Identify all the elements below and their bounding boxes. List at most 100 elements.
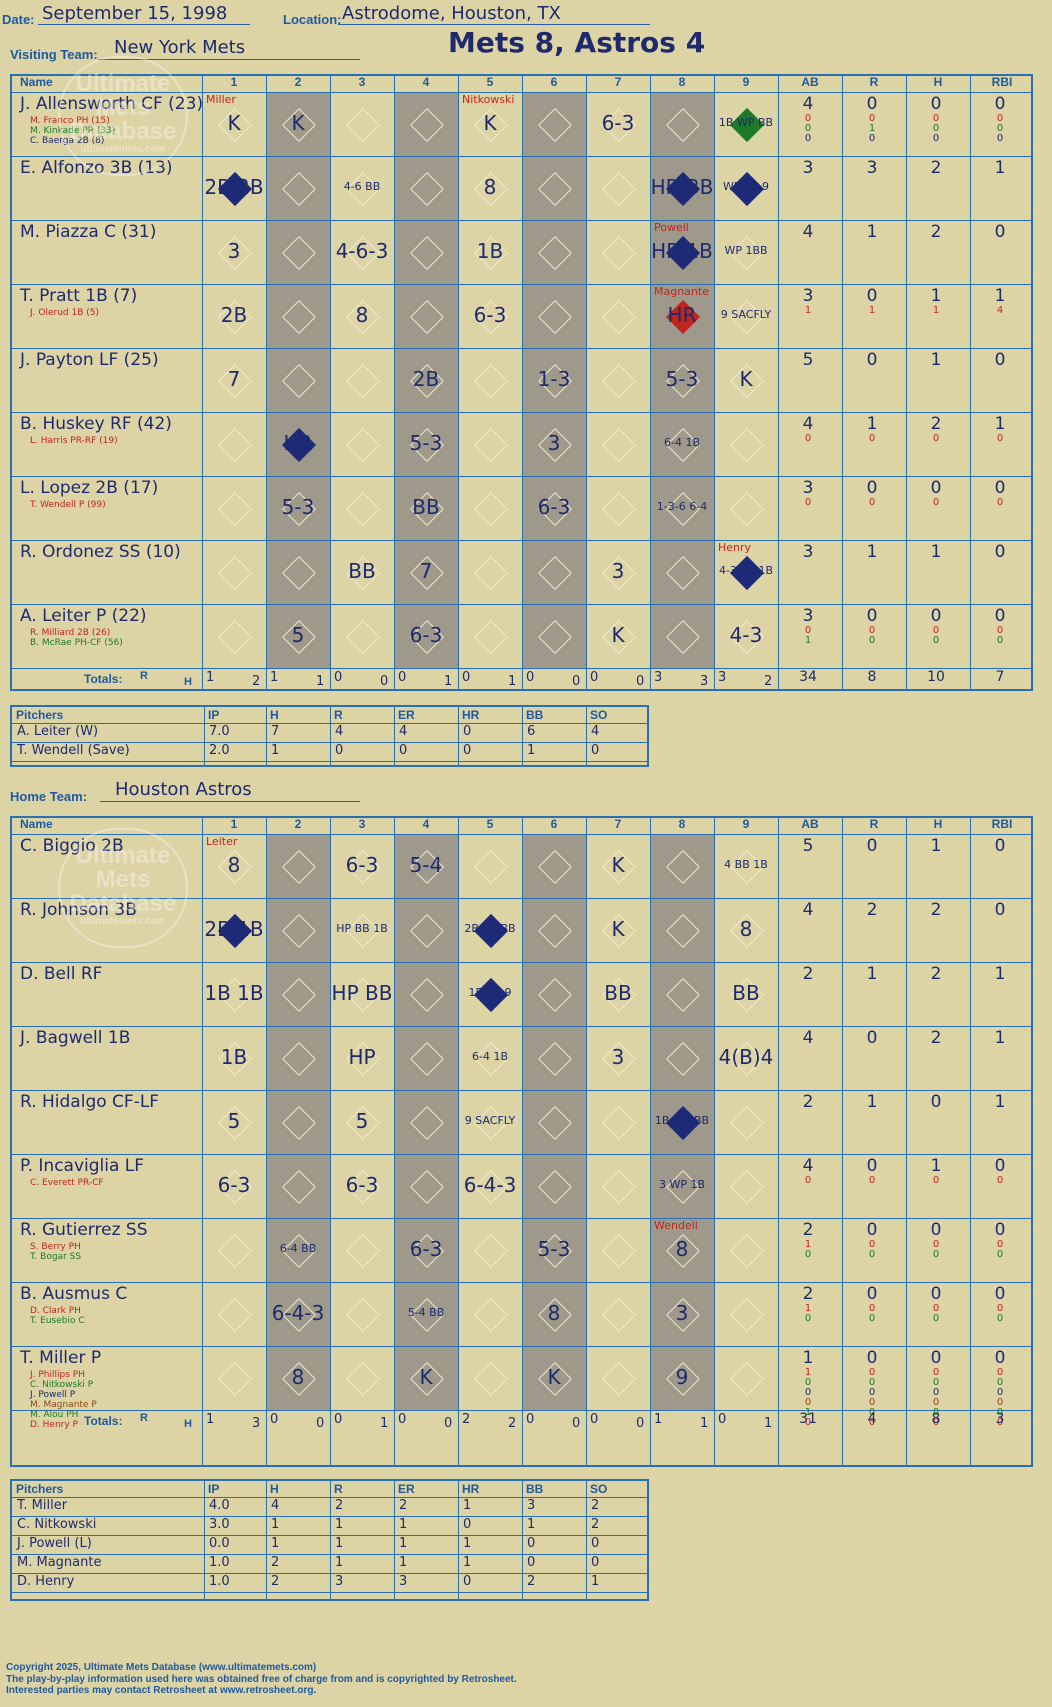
inning-runs-total: 0: [590, 670, 599, 685]
stat-header-h: H: [933, 75, 943, 89]
batting-stat-rbi: 1: [994, 158, 1006, 178]
pitcher-header-h: H: [270, 708, 279, 722]
inning-shade: [522, 92, 586, 668]
play-notation: 1B WP BB: [718, 116, 774, 129]
pitcher-stat: 1: [527, 743, 536, 758]
row-divider: [12, 1090, 1031, 1091]
substitute-name: D. Clark PH: [30, 1306, 81, 1316]
batting-stat-h: 1: [930, 286, 942, 306]
pitcher-col-divider: [330, 707, 331, 765]
inning-header-9: 9: [742, 75, 750, 89]
play-notation: 1B WP BB: [654, 1114, 710, 1127]
batting-stat-h: 2: [930, 158, 942, 178]
pitcher-col-divider: [330, 1481, 331, 1599]
inning-hits-total: 0: [444, 1416, 453, 1431]
inning-shade: [266, 834, 330, 1410]
pitcher-header-r: R: [334, 708, 343, 722]
column-divider: [970, 818, 971, 1465]
batting-stat-h: 1: [930, 836, 942, 856]
batting-stat-r: 0: [866, 1028, 878, 1048]
pitcher-stat: 1: [591, 1574, 600, 1589]
inning-header-1: 1: [230, 75, 238, 89]
play-notation: 5-3: [665, 367, 699, 391]
inning-runs-total: 0: [334, 1412, 343, 1427]
batting-stat-r: 0: [866, 606, 878, 626]
inning-hits-total: 1: [380, 1416, 389, 1431]
pitcher-stat: 3: [335, 1574, 344, 1589]
visiting-team-name: New York Mets: [114, 37, 246, 58]
watermark-text: ultimatemets.com: [80, 144, 166, 155]
play-notation: 6-3: [473, 303, 507, 327]
home-pitchers-table: Pitchers IP H R ER HR BB SO T. Miller 4.0 4 2 2 1 3 2 C.…: [10, 1479, 649, 1601]
column-divider: [522, 76, 523, 689]
pitcher-row-divider: [12, 1592, 647, 1593]
batting-stat-ab: 3: [802, 478, 814, 498]
base-diamond: [218, 620, 252, 654]
inning-runs-total: 1: [654, 1412, 663, 1427]
pitcher-stat: 0: [463, 743, 472, 758]
pitcher-stat: 1: [463, 1536, 472, 1551]
batting-stat-r: 0: [866, 1220, 878, 1240]
inning-hits-total: 3: [252, 1416, 261, 1431]
play-notation: 9 SACFLY: [464, 1114, 516, 1127]
substitute-stat: 0: [804, 113, 812, 124]
pitcher-col-divider: [586, 707, 587, 765]
batting-stat-rbi: 0: [994, 222, 1006, 242]
total-ab: 31: [799, 1411, 817, 1427]
substitute-stat: 0: [868, 1175, 876, 1186]
base-diamond: [346, 428, 380, 462]
game-result: Mets 8, Astros 4: [448, 26, 706, 59]
pitcher-header-hr: HR: [462, 708, 480, 722]
pitcher-stat: 0: [399, 743, 408, 758]
play-notation: BB: [732, 981, 760, 1005]
pitcher-stat: 2: [271, 1555, 280, 1570]
watermark-text: Mets: [95, 94, 151, 121]
batting-stat-rbi: 0: [994, 542, 1006, 562]
batting-stat-r: 0: [866, 836, 878, 856]
batting-stat-ab: 4: [802, 900, 814, 920]
player-name: D. Bell RF: [20, 964, 103, 984]
pitcher-col-divider: [522, 707, 523, 765]
play-notation: 3: [227, 239, 241, 263]
play-notation: HR: [667, 303, 697, 327]
pitcher-name: T. Wendell (Save): [17, 743, 130, 758]
player-name: B. Ausmus C: [20, 1284, 128, 1304]
pitcher-stat: 0: [335, 743, 344, 758]
play-notation: 1B: [220, 1045, 248, 1069]
column-divider: [458, 76, 459, 689]
substitute-stat: 0: [932, 133, 940, 144]
play-notation: 3 WP 1B: [658, 1178, 706, 1191]
pitcher-stat: 1: [271, 1536, 280, 1551]
substitute-stat: 0: [996, 1367, 1004, 1378]
substitute-stat: 0: [996, 635, 1004, 646]
inning-runs-total: 3: [718, 670, 727, 685]
substitute-stat: 0: [868, 1397, 876, 1408]
inning-shade: [394, 834, 458, 1410]
substitute-stat: 1: [868, 305, 876, 316]
substitute-stat: 0: [868, 635, 876, 646]
substitute-stat: 0: [996, 1407, 1004, 1418]
player-name: A. Leiter P (22): [20, 606, 147, 626]
substitute-stat: 0: [996, 1387, 1004, 1398]
pitcher-stat: 4: [399, 724, 408, 739]
batting-stat-r: 0: [866, 350, 878, 370]
base-diamond: [346, 620, 380, 654]
play-notation: 3: [675, 1301, 689, 1325]
pitcher-stat: 0: [591, 1555, 600, 1570]
inning-runs-total: 2: [462, 1412, 471, 1427]
pitcher-row-divider: [12, 1573, 647, 1574]
watermark-text: Ultimate: [75, 842, 171, 869]
inning-header-5: 5: [486, 75, 494, 89]
row-divider: [12, 1026, 1031, 1027]
base-diamond: [602, 1362, 636, 1396]
batting-stat-rbi: 0: [994, 1220, 1006, 1240]
play-notation: 6-3: [345, 1173, 379, 1197]
play-notation: 6-3: [345, 853, 379, 877]
pitcher-change-mark: Henry: [718, 541, 752, 554]
inning-header-5: 5: [486, 817, 494, 831]
pitcher-stat: 1: [399, 1536, 408, 1551]
column-divider: [778, 76, 779, 689]
substitute-stat: 0: [996, 1397, 1004, 1408]
substitute-name: J. Olerud 1B (5): [30, 308, 99, 318]
pitcher-stat: 1: [335, 1555, 344, 1570]
